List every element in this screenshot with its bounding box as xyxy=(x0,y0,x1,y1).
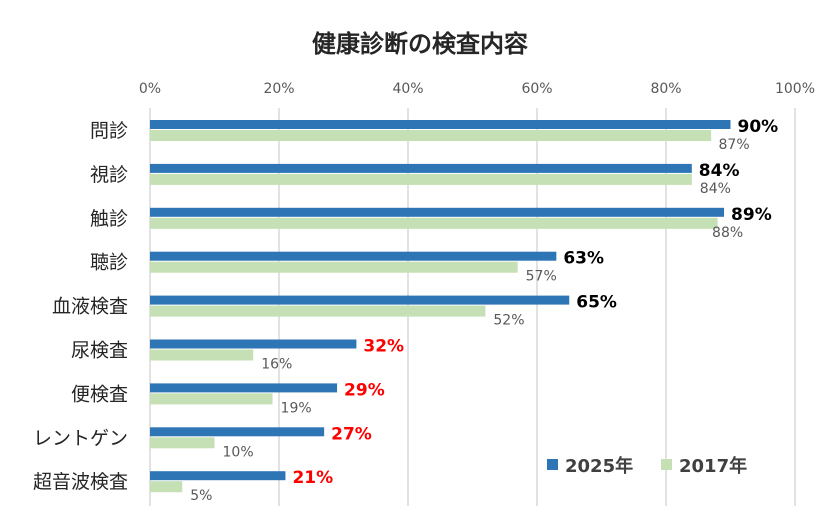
x-tick-label: 40% xyxy=(392,81,423,97)
bar-2025 xyxy=(150,251,557,261)
bar-2025 xyxy=(150,120,731,129)
bar-2017 xyxy=(150,393,273,405)
data-label-2025: 84% xyxy=(699,161,740,181)
legend: 2025年 2017年 xyxy=(547,455,747,477)
data-label-2017: 87% xyxy=(719,137,750,153)
data-label-2025: 21% xyxy=(292,468,333,488)
data-label-2017: 57% xyxy=(526,269,557,285)
legend-swatch-2017 xyxy=(661,459,672,470)
category-label: 触診 xyxy=(90,208,128,230)
data-label-2017: 5% xyxy=(190,488,212,504)
data-label-2017: 52% xyxy=(493,313,524,329)
bar-2025 xyxy=(150,427,325,437)
bar-2025 xyxy=(150,295,570,305)
legend-swatch-2025 xyxy=(547,459,558,470)
bar-2017 xyxy=(150,173,692,185)
category-label: レントゲン xyxy=(33,427,128,449)
bar-2017 xyxy=(150,261,518,273)
bar-2017 xyxy=(150,217,718,229)
category-label: 血液検査 xyxy=(52,296,128,318)
legend-label-2025: 2025年 xyxy=(565,455,633,477)
bar-2025 xyxy=(150,163,692,173)
x-tick-label: 100% xyxy=(775,81,815,97)
data-label-2017: 10% xyxy=(223,444,254,460)
data-label-2017: 88% xyxy=(712,225,743,241)
bar-2017 xyxy=(150,481,183,493)
x-tick-label: 60% xyxy=(521,81,552,97)
category-label: 尿検査 xyxy=(71,340,128,362)
data-label-2017: 19% xyxy=(281,400,312,416)
data-label-2017: 84% xyxy=(700,181,731,197)
category-label: 聴診 xyxy=(90,252,128,274)
category-label: 超音波検査 xyxy=(33,471,128,493)
data-label-2025: 90% xyxy=(738,117,779,137)
category-label: 便検査 xyxy=(71,383,128,405)
x-tick-label: 0% xyxy=(139,81,161,97)
bar-2017 xyxy=(150,349,254,361)
data-label-2025: 32% xyxy=(363,337,404,357)
chart-title: 健康診断の検査内容 xyxy=(312,30,528,58)
data-label-2025: 27% xyxy=(331,424,372,444)
legend-label-2017: 2017年 xyxy=(679,455,747,477)
bar-2025 xyxy=(150,207,725,217)
x-tick-label: 20% xyxy=(263,81,294,97)
bar-2025 xyxy=(150,383,338,393)
data-label-2025: 63% xyxy=(563,249,604,269)
bar-2017 xyxy=(150,130,712,141)
bar-2017 xyxy=(150,305,486,317)
category-label: 視診 xyxy=(90,164,128,186)
data-label-2017: 16% xyxy=(261,357,292,373)
data-label-2025: 65% xyxy=(576,293,617,313)
bar-2017 xyxy=(150,437,215,449)
data-label-2025: 29% xyxy=(344,380,385,400)
x-tick-label: 80% xyxy=(650,81,681,97)
bar-2025 xyxy=(150,471,286,481)
bar-2025 xyxy=(150,339,357,349)
category-label: 問診 xyxy=(90,120,128,142)
data-label-2025: 89% xyxy=(731,205,772,225)
